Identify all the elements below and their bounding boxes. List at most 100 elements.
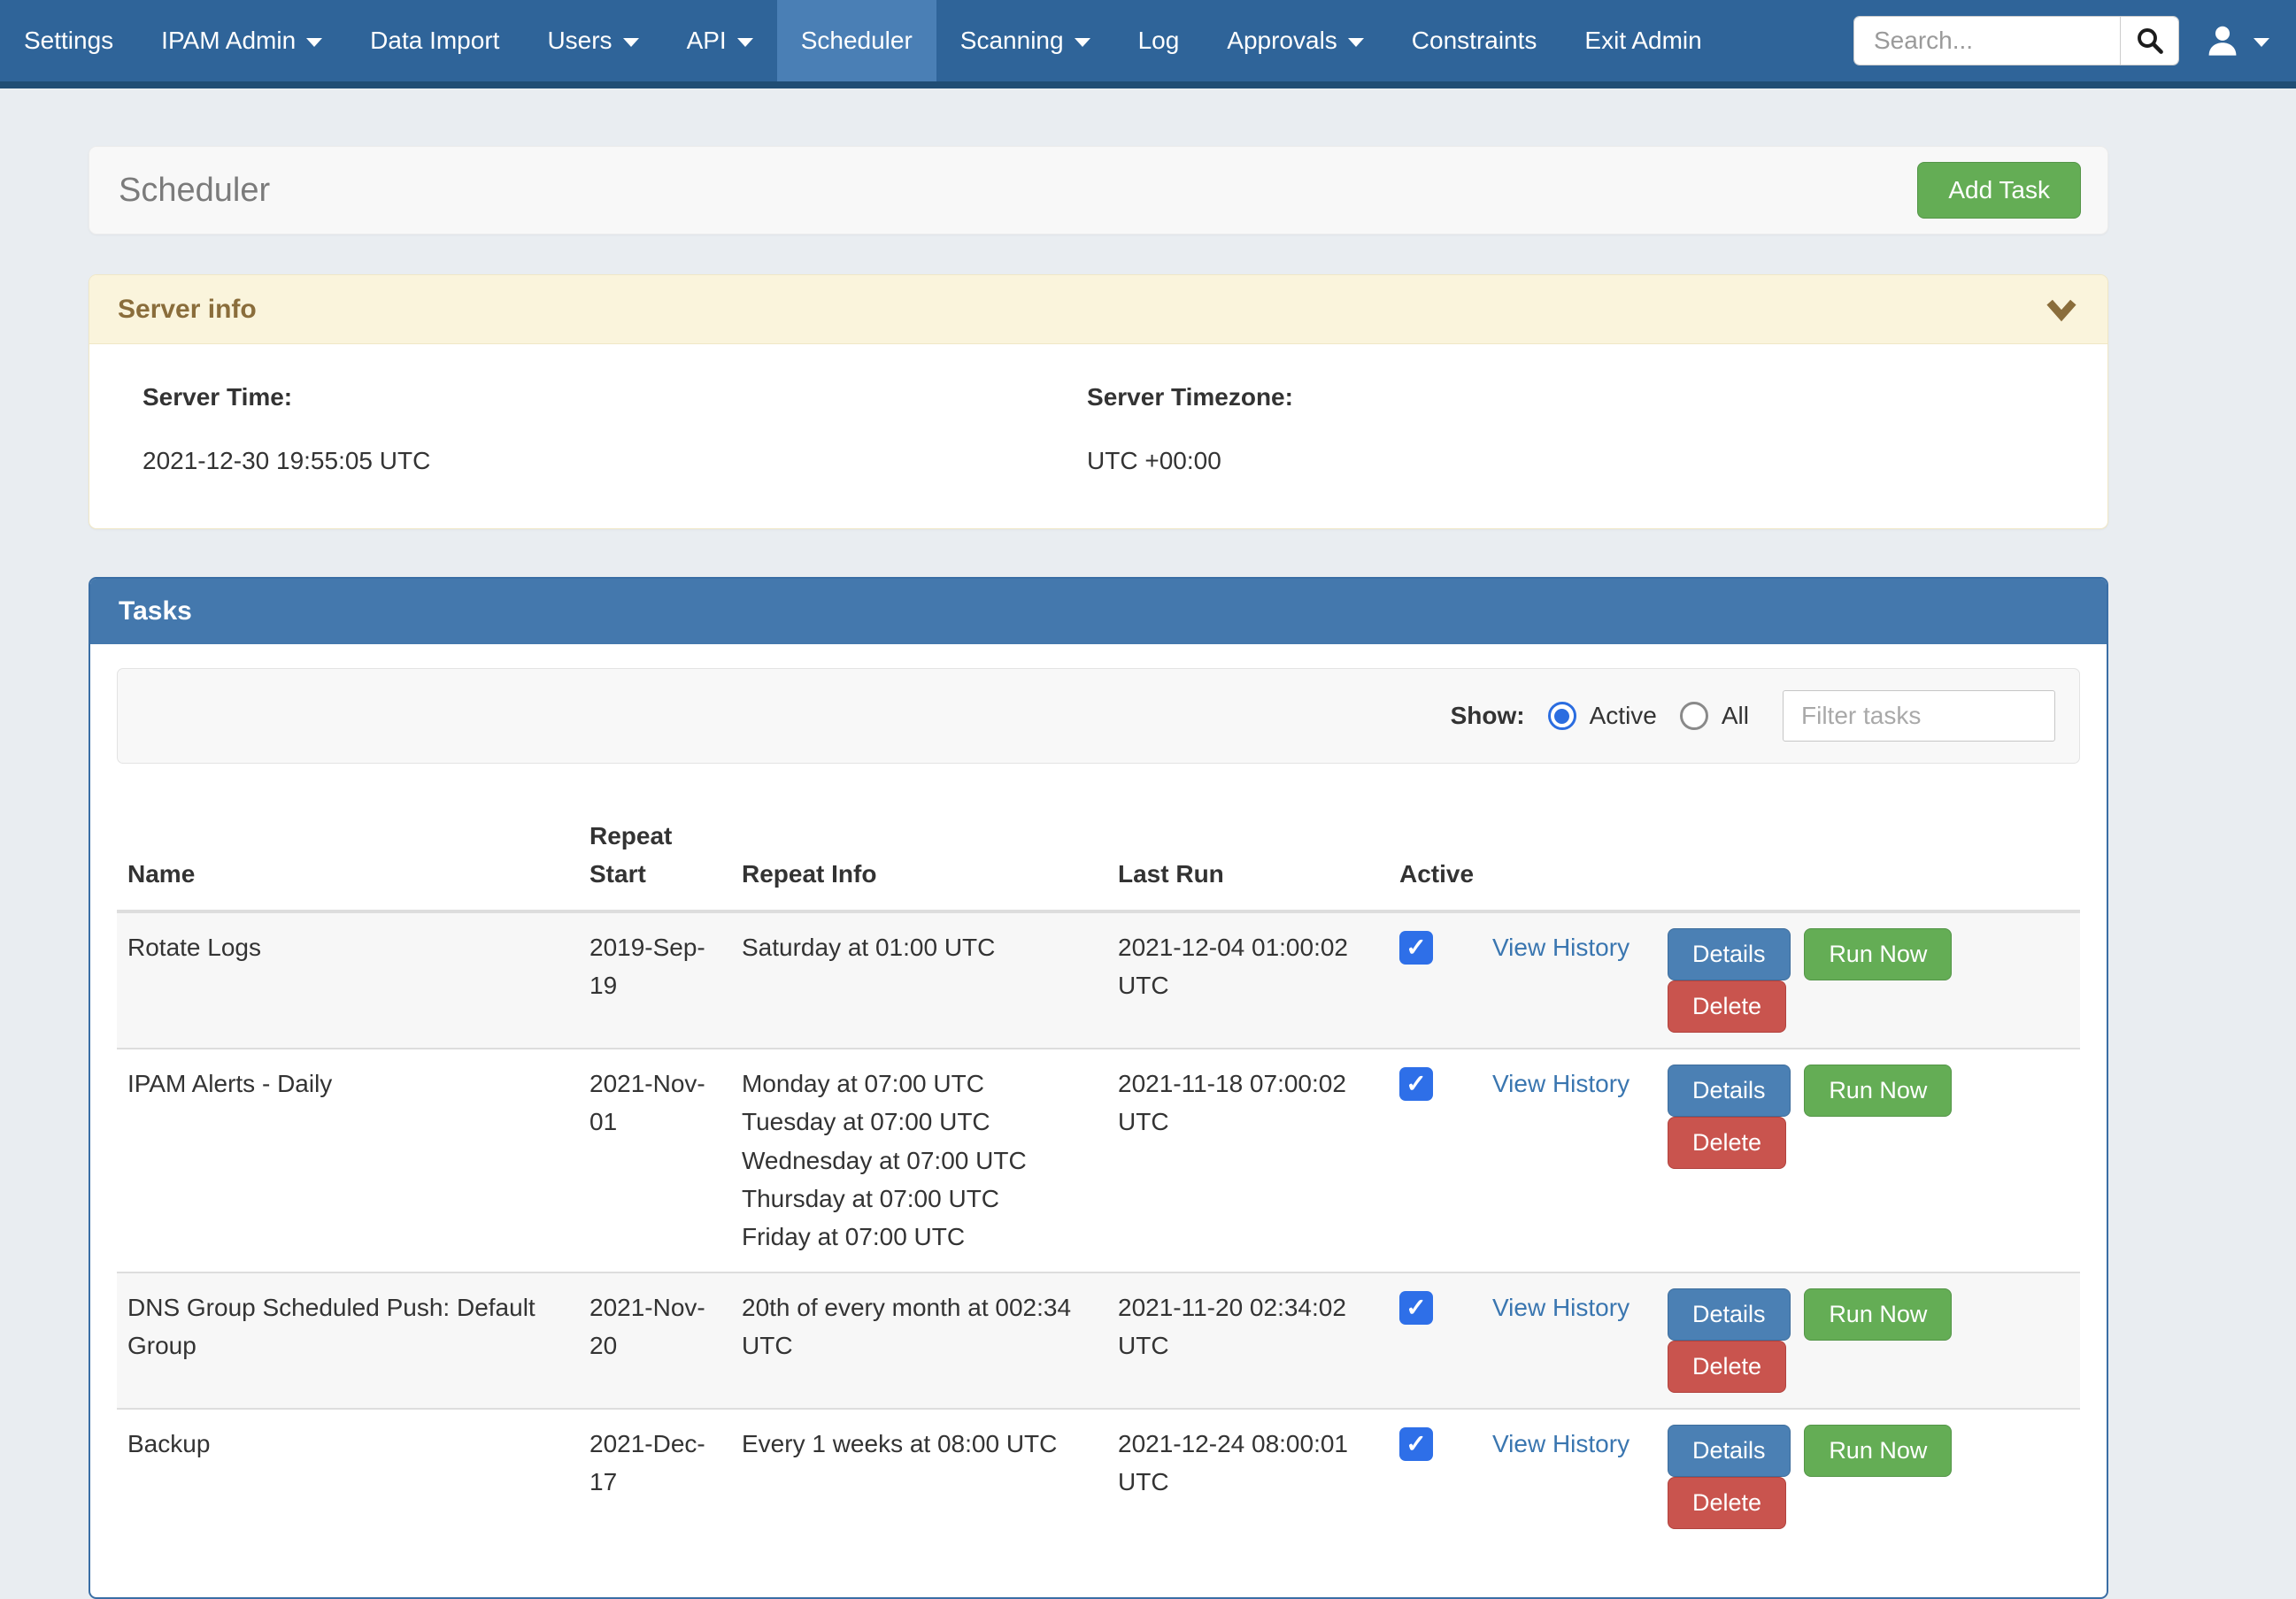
- task-row: DNS Group Scheduled Push: Default Group …: [117, 1271, 2080, 1409]
- active-checkbox[interactable]: [1399, 1066, 1433, 1101]
- task-repeat-start: 2021-Nov-20: [579, 1271, 731, 1409]
- task-row: IPAM Alerts - Daily 2021-Nov-01 Monday a…: [117, 1047, 2080, 1272]
- tasks-toolbar: Show: Active All: [117, 668, 2080, 764]
- page-title: Scheduler: [119, 171, 271, 209]
- nav-item-label: Data Import: [370, 27, 500, 54]
- col-header-history: [1482, 794, 1657, 913]
- search-input[interactable]: [1854, 17, 2120, 65]
- tasks-panel: Tasks Show: Active All: [89, 577, 2108, 1599]
- radio-active-control[interactable]: [1547, 702, 1576, 730]
- nav-item-log[interactable]: Log: [1114, 0, 1204, 81]
- details-button[interactable]: Details: [1668, 1288, 1791, 1341]
- caret-down-icon: [736, 38, 753, 47]
- run-now-button[interactable]: Run Now: [1804, 1288, 1953, 1341]
- radio-active[interactable]: Active: [1547, 702, 1657, 730]
- server-info-header[interactable]: Server info: [89, 275, 2107, 344]
- view-history-link[interactable]: View History: [1492, 1293, 1630, 1321]
- active-checkbox[interactable]: [1399, 930, 1433, 965]
- task-row: Backup 2021-Dec-17 Every 1 weeks at 08:0…: [117, 1407, 2080, 1544]
- main-content: Scheduler Add Task Server info Server Ti…: [89, 146, 2108, 1599]
- caret-down-icon: [306, 38, 323, 47]
- tasks-title: Tasks: [119, 596, 192, 626]
- scheduler-header-panel: Scheduler Add Task: [89, 146, 2108, 234]
- nav-item-scanning[interactable]: Scanning: [936, 0, 1114, 81]
- server-timezone-label: Server Timezone:: [1087, 383, 1293, 411]
- task-repeat-start: 2019-Sep-19: [589, 933, 705, 1000]
- view-history-link[interactable]: View History: [1492, 1069, 1630, 1097]
- task-repeat-info: Every 1 weeks at 08:00 UTC: [731, 1407, 1107, 1544]
- repeat-info-line: Friday at 07:00 UTC: [742, 1223, 966, 1251]
- server-info-body: Server Time: 2021-12-30 19:55:05 UTC Ser…: [89, 344, 2107, 528]
- repeat-info-line: Every 1 weeks at 08:00 UTC: [742, 1429, 1058, 1457]
- nav-item-label: Approvals: [1227, 27, 1337, 54]
- nav-item-approvals[interactable]: Approvals: [1203, 0, 1388, 81]
- view-history-link[interactable]: View History: [1492, 933, 1630, 961]
- radio-active-label: Active: [1589, 702, 1657, 729]
- repeat-info-line: Thursday at 07:00 UTC: [742, 1184, 1000, 1212]
- task-last-run: 2021-11-18 07:00:02 UTC: [1107, 1047, 1389, 1272]
- task-name: Rotate Logs: [127, 933, 261, 961]
- tasks-table: Name Repeat Start Repeat Info Last Run A…: [117, 794, 2080, 1544]
- delete-button[interactable]: Delete: [1668, 980, 1787, 1033]
- search-button[interactable]: [2120, 17, 2178, 65]
- navbar-right: [1853, 0, 2296, 81]
- nav-item-settings[interactable]: Settings: [0, 0, 137, 81]
- nav-item-label: Scheduler: [800, 27, 913, 54]
- col-header-active: Active: [1389, 794, 1482, 913]
- nav-item-scheduler[interactable]: Scheduler: [776, 0, 936, 81]
- add-task-button[interactable]: Add Task: [1917, 162, 2081, 219]
- run-now-button[interactable]: Run Now: [1804, 1424, 1953, 1477]
- task-repeat-start: 2021-Nov-01: [579, 1047, 731, 1272]
- filter-tasks-input[interactable]: [1783, 690, 2055, 742]
- col-header-repeat-info: Repeat Info: [731, 794, 1107, 913]
- delete-button[interactable]: Delete: [1668, 1340, 1787, 1393]
- view-history-link[interactable]: View History: [1492, 1429, 1630, 1457]
- nav-item-label: Constraints: [1411, 27, 1537, 54]
- nav-item-label: API: [686, 27, 727, 54]
- details-button[interactable]: Details: [1668, 1424, 1791, 1477]
- repeat-info-line: Tuesday at 07:00 UTC: [742, 1108, 990, 1136]
- task-name: DNS Group Scheduled Push: Default Group: [117, 1271, 579, 1409]
- radio-all-control[interactable]: [1679, 702, 1708, 730]
- col-header-name: Name: [117, 794, 579, 913]
- active-checkbox[interactable]: [1399, 1290, 1433, 1325]
- details-button[interactable]: Details: [1668, 927, 1791, 980]
- navbar: Settings IPAM Admin Data Import Users API Sch…: [0, 0, 2296, 88]
- task-last-run: 2021-11-20 02:34:02 UTC: [1107, 1271, 1389, 1409]
- server-time-block: Server Time: 2021-12-30 19:55:05 UTC: [143, 383, 1087, 475]
- radio-all[interactable]: All: [1679, 702, 1749, 730]
- nav-item-api[interactable]: API: [663, 0, 777, 81]
- user-icon: [2204, 22, 2241, 59]
- task-last-run: 2021-12-24 08:00:01 UTC: [1107, 1407, 1389, 1544]
- tasks-panel-header: Tasks: [90, 579, 2107, 644]
- delete-button[interactable]: Delete: [1668, 1116, 1787, 1169]
- radio-all-label: All: [1721, 702, 1749, 729]
- nav-item-data-import[interactable]: Data Import: [346, 0, 523, 81]
- active-checkbox[interactable]: [1399, 1426, 1433, 1461]
- run-now-button[interactable]: Run Now: [1804, 927, 1953, 980]
- task-name: Backup: [117, 1407, 579, 1544]
- nav-item-exit-admin[interactable]: Exit Admin: [1560, 0, 1725, 81]
- show-label: Show:: [1450, 702, 1525, 729]
- nav-item-label: Settings: [24, 27, 114, 54]
- task-repeat-info: 20th of every month at 002:34 UTC: [731, 1271, 1107, 1409]
- caret-down-icon: [1347, 38, 1364, 47]
- search-icon: [2134, 25, 2166, 57]
- nav-item-users[interactable]: Users: [523, 0, 662, 81]
- search-group: [1853, 16, 2179, 65]
- nav-item-constraints[interactable]: Constraints: [1388, 0, 1561, 81]
- user-menu[interactable]: [2204, 22, 2269, 59]
- caret-down-icon: [622, 38, 639, 47]
- task-repeat-start: 2021-Dec-17: [579, 1407, 731, 1544]
- server-time-label: Server Time:: [143, 383, 293, 411]
- col-header-repeat-start: Repeat Start: [579, 794, 731, 913]
- delete-button[interactable]: Delete: [1668, 1476, 1787, 1529]
- chevron-down-icon[interactable]: [2044, 295, 2079, 325]
- task-last-run: 2021-12-04 01:00:02 UTC: [1118, 933, 1348, 1000]
- nav-item-label: Users: [547, 27, 613, 54]
- server-time-value: 2021-12-30 19:55:05 UTC: [143, 447, 431, 474]
- details-button[interactable]: Details: [1668, 1064, 1791, 1117]
- nav-item-ipam-admin[interactable]: IPAM Admin: [137, 0, 346, 81]
- server-timezone-value: UTC +00:00: [1087, 447, 1221, 474]
- run-now-button[interactable]: Run Now: [1804, 1064, 1953, 1117]
